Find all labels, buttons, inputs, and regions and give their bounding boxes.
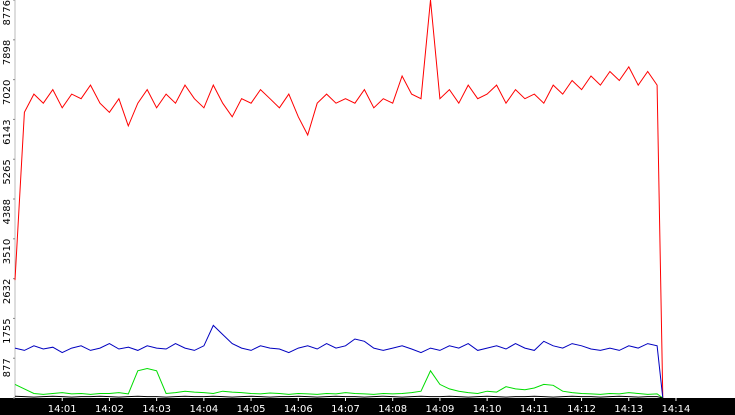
x-tick-label: 14:09 [426,404,455,415]
y-tick-label: 0 [2,398,13,404]
x-tick-label: 14:14 [662,404,691,415]
series-line [14,367,664,399]
series-line [14,395,663,399]
y-tick-label: 3510 [2,239,13,264]
y-tick-label: 877 [2,358,13,377]
x-tick-label: 14:08 [378,404,407,415]
x-tick-label: 14:11 [520,404,549,415]
x-tick-label: 14:01 [48,404,77,415]
x-tick-label: 14:06 [284,404,313,415]
y-tick-label: 2632 [2,279,13,304]
y-tick-label: 6143 [2,119,13,144]
series-line [14,324,664,399]
x-tick-label: 14:03 [142,404,171,415]
x-axis-bar [0,398,735,415]
x-tick-label: 14:02 [95,404,124,415]
y-tick-label: 5265 [2,159,13,184]
y-tick-label: 4388 [2,199,13,224]
x-tick-label: 14:12 [567,404,596,415]
x-tick-label: 14:10 [473,404,502,415]
y-tick-label: 7898 [2,40,13,65]
y-tick-label: 8776 [2,0,13,25]
series-line [14,0,664,399]
x-tick-label: 14:13 [614,404,643,415]
x-tick-label: 14:05 [237,404,266,415]
x-tick-label: 14:07 [331,404,360,415]
y-tick-label: 1755 [2,318,13,343]
x-tick-label: 14:04 [189,404,218,415]
y-tick-label: 7020 [2,80,13,105]
